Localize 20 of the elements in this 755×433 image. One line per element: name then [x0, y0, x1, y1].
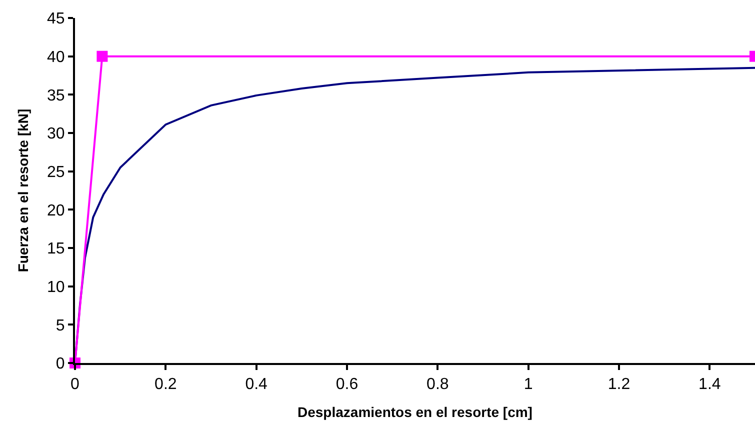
- x-tick-label: 0.2: [154, 376, 177, 394]
- y-tick-label: 40: [47, 48, 65, 66]
- x-tick-label: 0.6: [336, 376, 358, 394]
- y-tick-label: 25: [47, 164, 65, 181]
- y-tick-label: 20: [47, 202, 65, 220]
- x-axis-title: Desplazamientos en el resorte [cm]: [298, 404, 532, 420]
- x-tick-label: 1.4: [698, 376, 721, 394]
- y-tick-label: 35: [47, 87, 65, 104]
- x-tick-label: 0.4: [245, 376, 268, 394]
- x-tick-label: 1.2: [608, 376, 630, 394]
- y-axis-title: Fuerza en el resorte [kN]: [15, 108, 32, 272]
- y-tick-label: 45: [47, 10, 65, 28]
- y-tick-label: 0: [56, 356, 65, 373]
- y-tick-label: 5: [56, 317, 65, 334]
- y-tick-label: 30: [47, 126, 65, 143]
- y-tick-label: 10: [47, 278, 65, 296]
- x-tick-label: 1: [524, 376, 533, 394]
- y-tick-label: 15: [47, 240, 65, 258]
- x-tick-label: 0: [70, 376, 80, 394]
- x-tick-label: 0.8: [426, 376, 449, 394]
